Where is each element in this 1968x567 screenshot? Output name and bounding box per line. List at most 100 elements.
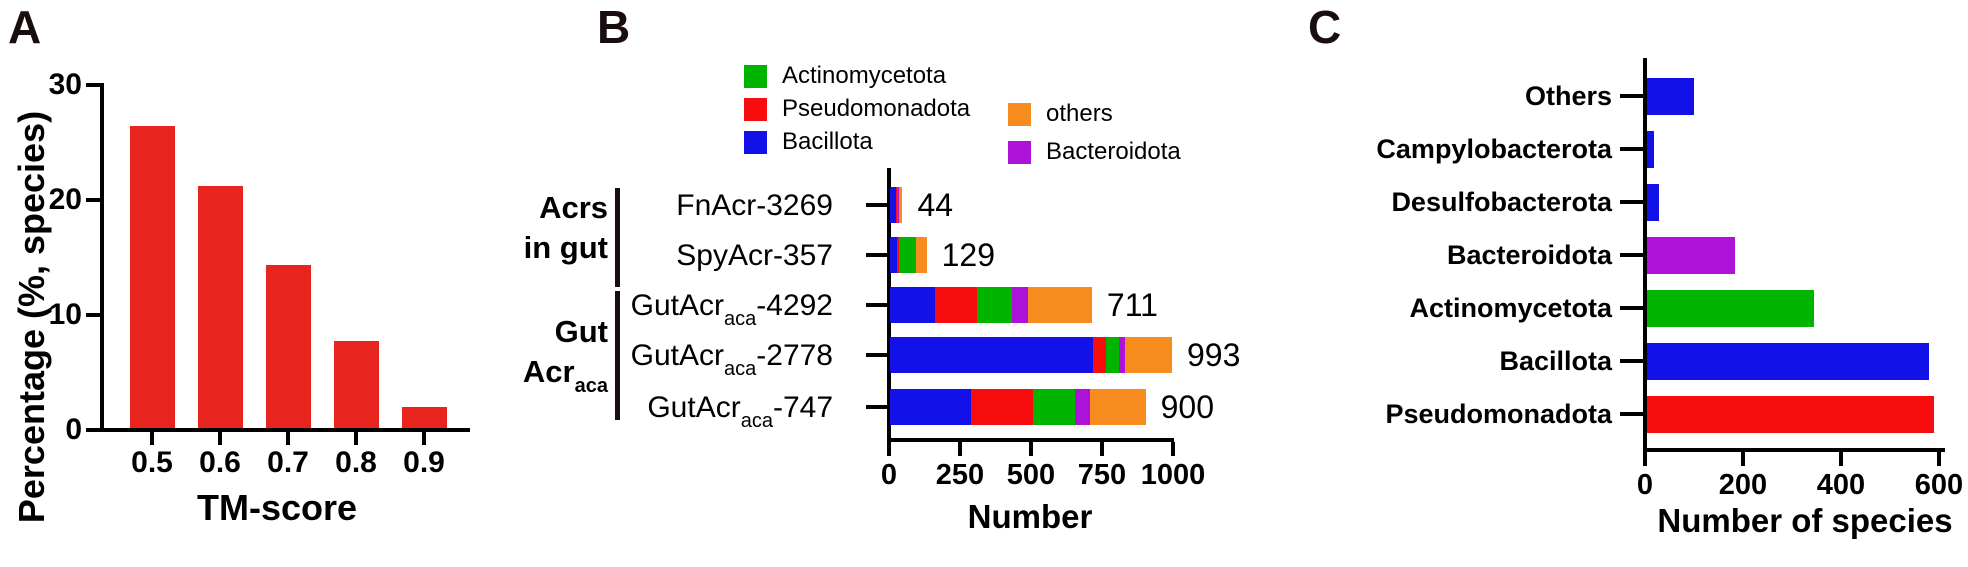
panel-c-bar-others	[1647, 78, 1694, 115]
panel-b-bar-segment-pseudomonadota	[970, 389, 1033, 425]
panel-b-bar-segment-bacteroidota	[1074, 389, 1090, 425]
panel-b-bar-segment-bacteroidota	[897, 187, 899, 223]
panel-a-x-tick	[218, 432, 222, 445]
legend-swatch-bacteroidota	[1008, 141, 1031, 164]
panel-c-row-tick	[1620, 94, 1643, 98]
figure-canvas: A B C Percentage (%, species) TM-score N…	[8, 1, 1964, 539]
panel-c-x-tick-label: 400	[1816, 469, 1866, 501]
panel-c-row-label-desulfobacterota: Desulfobacterota	[1391, 187, 1612, 217]
panel-c-bar-bacillota	[1647, 343, 1929, 380]
panel-b-x-tick-label: 750	[1077, 459, 1127, 491]
panel-b-bar-segment-bacillota	[890, 287, 936, 323]
panel-b-x-tick	[887, 442, 891, 456]
panel-b-x-tick-label: 0	[880, 459, 898, 491]
panel-c-row-tick	[1620, 200, 1643, 204]
panel-c-x-axis-title: Number of species	[1657, 502, 1953, 539]
panel-a-y-tick	[86, 83, 100, 87]
panel-a-y-tick-label: 0	[65, 413, 82, 446]
panel-b-group-label-gut-acraca-line1: Gut	[400, 313, 608, 351]
panel-b-x-tick-label: 1000	[1140, 459, 1206, 491]
legend-swatch-bacillota	[744, 131, 767, 154]
panel-b-row-tick	[866, 253, 887, 257]
label-subscript: aca	[574, 375, 608, 397]
panel-b-bar-total-label: 129	[941, 237, 996, 273]
panel-b-row-label: FnAcr-3269	[610, 187, 833, 224]
legend-swatch-actinomycetota	[744, 65, 767, 88]
panel-b-bar-segment-bacillota	[890, 337, 1094, 373]
panel-a-x-tick	[150, 432, 154, 445]
panel-a-y-tick	[86, 428, 100, 432]
panel-c-x-tick	[1839, 452, 1843, 466]
panel-a-bar-0.7	[266, 265, 311, 428]
panel-b-x-tick-label: 500	[1006, 459, 1056, 491]
legend-label-others: others	[1046, 100, 1113, 127]
panel-b-row-tick	[866, 303, 887, 307]
panel-b-row-tick	[866, 405, 887, 409]
label-text: -2778	[756, 339, 833, 372]
panel-a-y-tick	[86, 313, 100, 317]
label-text: GutAcr	[630, 339, 725, 372]
panel-a-bar-0.8	[334, 341, 379, 428]
panel-a-bar-0.6	[198, 186, 243, 428]
panel-b-bar-segment-actinomycetota	[897, 187, 898, 223]
panel-c-x-tick-label: 200	[1718, 469, 1768, 501]
panel-b-row-label: GutAcraca-4292	[610, 287, 833, 338]
panel-b-bar-total-label: 900	[1160, 389, 1214, 425]
panel-b-bar-total-label: 711	[1106, 287, 1158, 323]
label-text: -747	[772, 391, 833, 424]
panel-a-bar-0.9	[402, 407, 447, 428]
panel-c-bar-pseudomonadota	[1647, 396, 1934, 433]
panel-b-group-label-gut-acraca-line2: Acraca	[400, 353, 608, 405]
panel-b-bar-total-label: 44	[917, 187, 954, 223]
label-subscript: aca	[740, 410, 773, 432]
panel-c-row-label-bacillota: Bacillota	[1499, 346, 1612, 376]
panel-b-x-tick	[1171, 442, 1175, 456]
panel-a-x-tick-label: 0.7	[267, 446, 309, 479]
legend-swatch-pseudomonadota	[744, 98, 767, 121]
panel-c-bar-bacteroidota	[1647, 237, 1736, 274]
panel-a-x-tick-label: 0.5	[131, 446, 173, 479]
label-text: in gut	[523, 230, 608, 265]
panel-b-bar-total-label: 993	[1187, 337, 1241, 373]
panel-b-row-tick	[866, 353, 887, 357]
panel-b-bar-segment-bacillota	[890, 187, 897, 223]
panel-b-bar-segment-bacillota	[890, 389, 971, 425]
panel-c-x-tick	[1643, 452, 1647, 466]
label-subscript: aca	[724, 358, 757, 380]
panel-b-bar-segment-others	[898, 187, 903, 223]
panel-b-bar-segment-pseudomonadota	[896, 187, 898, 223]
label-subscript: aca	[724, 308, 757, 330]
panel-a-y-tick-label: 30	[48, 68, 82, 101]
panel-a-x-tick	[422, 432, 426, 445]
panel-b-group-bracket-2	[615, 291, 620, 420]
panel-b-bar-segment-others	[1124, 337, 1172, 373]
panel-c-y-axis-line	[1643, 58, 1647, 452]
panel-b-bar-segment-bacteroidota	[1012, 287, 1028, 323]
panel-a-x-tick	[286, 432, 290, 445]
panel-a-bar-0.5	[130, 126, 175, 428]
panel-a-x-tick-label: 0.9	[403, 446, 445, 479]
label-text: SpyAcr-357	[676, 239, 833, 272]
panel-b-group-label-acrs-in-gut-line1: Acrs	[400, 189, 608, 227]
panel-a-x-axis-title: TM-score	[196, 487, 358, 528]
panel-a-x-tick-label: 0.8	[335, 446, 377, 479]
panel-b-bar-segment-others	[915, 237, 927, 273]
panel-c-row-tick	[1620, 412, 1643, 416]
panel-b-bar-segment-actinomycetota	[1032, 389, 1075, 425]
panel-a-y-tick-label: 20	[48, 183, 82, 216]
panel-b-bar-segment-actinomycetota	[1105, 337, 1119, 373]
panel-a-y-axis-line	[100, 83, 104, 432]
panel-c-row-tick	[1620, 147, 1643, 151]
panel-c-x-tick-label: 600	[1914, 469, 1964, 501]
panel-b-x-tick	[1029, 442, 1033, 456]
panel-b-bar-segment-actinomycetota	[899, 237, 916, 273]
label-text: GutAcr	[647, 391, 741, 424]
panel-c-row-tick	[1620, 253, 1643, 257]
panel-b-bar-segment-actinomycetota	[976, 287, 1013, 323]
legend-swatch-others	[1008, 103, 1031, 126]
panel-b-bar-segment-pseudomonadota	[935, 287, 977, 323]
panel-b-bar-segment-pseudomonadota	[1093, 337, 1106, 373]
label-text: GutAcr	[630, 289, 725, 322]
panel-c-row-label-campylobacterota: Campylobacterota	[1376, 134, 1612, 164]
panel-c-row-label-pseudomonadota: Pseudomonadota	[1385, 399, 1612, 429]
